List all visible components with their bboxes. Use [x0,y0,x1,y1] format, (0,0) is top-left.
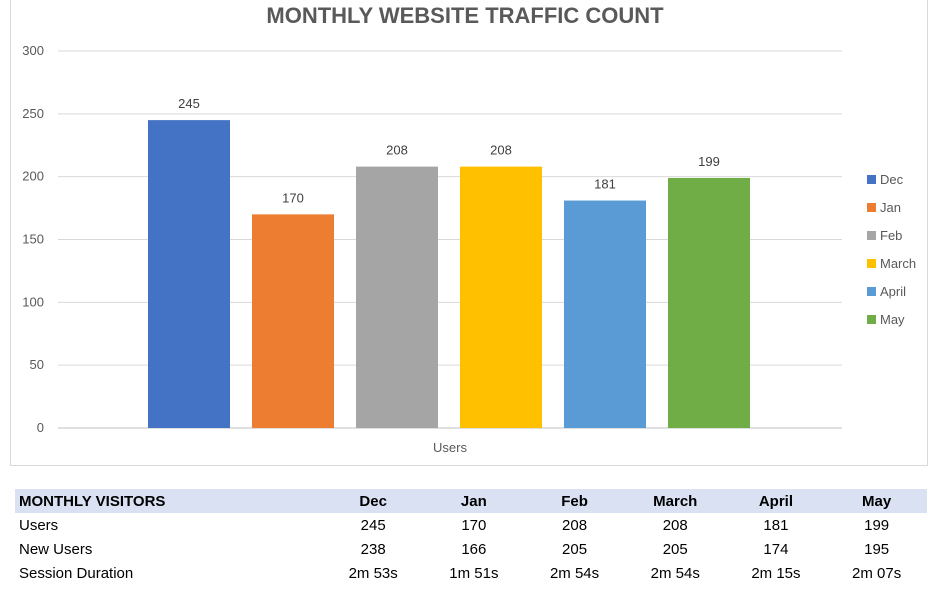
bar-jan [252,214,334,428]
y-tick-label: 0 [37,420,44,435]
table-header-cell: Feb [524,489,625,513]
table-cell: 238 [360,540,386,558]
legend-swatch [867,287,876,296]
table-cell: 2m 54s [650,564,700,582]
table-cell: 1m 51s [449,564,499,582]
y-tick-label: 200 [22,169,44,184]
table-cell: 181 [763,516,789,534]
bar-dec [148,120,230,428]
table-cell: 170 [461,516,487,534]
legend-label: May [880,312,905,327]
table-row: Users 245 170 208 208 181 199 [15,513,927,537]
visitors-table: MONTHLY VISITORS Dec Jan Feb March April… [15,489,927,585]
y-tick-label: 150 [22,232,44,247]
table-cell: 2m 15s [751,564,801,582]
table-header-cell: March [624,489,726,513]
y-tick-label: 100 [22,294,44,309]
table-cell: Session Duration [19,564,134,582]
chart-title: MONTHLY WEBSITE TRAFFIC COUNT [266,3,664,28]
legend-label: Dec [880,172,904,187]
table-cell: New Users [19,540,93,558]
table-cell: 208 [562,516,588,534]
table-cell: 2m 07s [852,564,902,582]
table-header-cell: April [725,489,827,513]
table-header-cell: Dec [322,489,424,513]
bar-april [564,200,646,428]
legend-label: Jan [880,200,901,215]
data-label: 199 [698,154,720,169]
data-label: 170 [282,190,304,205]
table-cell: 174 [763,540,789,558]
table-cell: 208 [662,516,688,534]
legend-label: Feb [880,228,902,243]
table-header-cell: MONTHLY VISITORS [15,489,323,513]
x-category-label: Users [433,440,467,455]
bar-feb [356,166,438,428]
y-tick-label: 250 [22,106,44,121]
table-cell: Users [19,516,59,534]
bar-chart: 0 50 100 150 200 250 300 245 170 208 208 181 199 User… [22,43,916,455]
legend-swatch [867,315,876,324]
y-tick-label: 50 [30,357,44,372]
data-label: 245 [178,96,200,111]
table-row: Session Duration 2m 53s 1m 51s 2m 54s 2m… [15,561,927,585]
table-cell: 205 [662,540,688,558]
bar-may [668,177,750,428]
table-row: New Users 238 166 205 205 174 195 [15,537,927,561]
table-cell: 245 [360,516,386,534]
chart-frame [10,0,928,466]
table-cell: 199 [864,516,890,534]
data-label: 181 [594,177,616,192]
table-header-cell: Jan [423,489,525,513]
legend-swatch [867,231,876,240]
table-header-cell: May [826,489,927,513]
legend-swatch [867,175,876,184]
y-tick-label: 300 [22,43,44,58]
bar-march [460,166,542,428]
table-cell: 2m 53s [348,564,398,582]
data-label: 208 [490,143,512,158]
table-cell: 205 [562,540,588,558]
legend-swatch [867,259,876,268]
legend-label: March [880,256,916,271]
legend-swatch [867,203,876,212]
table-cell: 166 [461,540,487,558]
table-cell: 195 [864,540,890,558]
table-cell: 2m 54s [549,564,600,582]
table-header-row: MONTHLY VISITORS Dec Jan Feb March April… [15,489,927,513]
data-label: 208 [386,143,408,158]
legend-label: April [880,284,906,299]
